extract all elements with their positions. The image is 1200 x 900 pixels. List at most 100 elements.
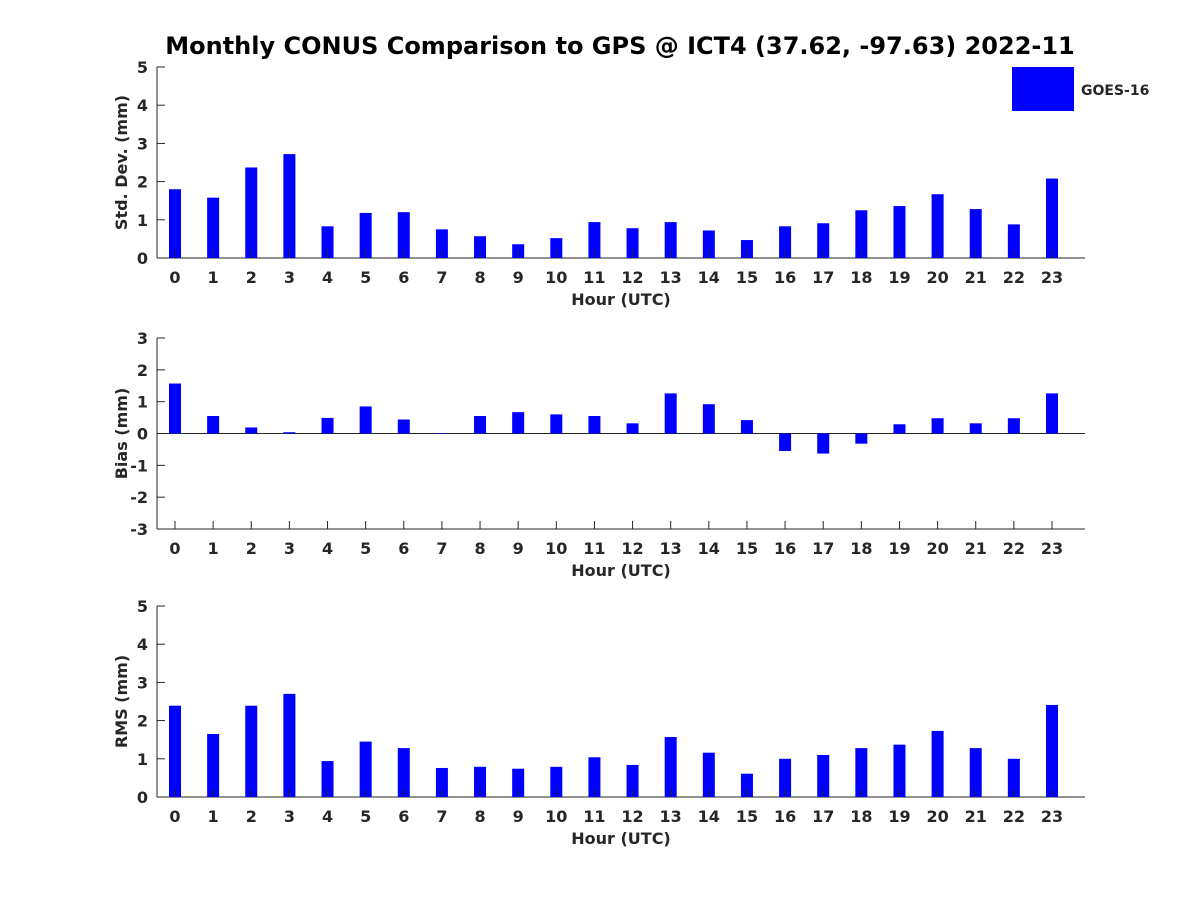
y-tick-label: 1 xyxy=(137,393,148,412)
bar-hour-23 xyxy=(1045,704,1058,797)
x-tick-label: 7 xyxy=(436,539,447,558)
x-tick-label: 3 xyxy=(284,268,295,287)
x-tick-label: 20 xyxy=(926,539,948,558)
x-tick-label: 22 xyxy=(1003,807,1025,826)
bar-hour-2 xyxy=(245,167,258,258)
y-tick-label: 1 xyxy=(137,211,148,230)
bar-hour-18 xyxy=(855,748,868,797)
bar-hour-5 xyxy=(359,212,372,258)
bar-hour-20 xyxy=(931,418,944,434)
x-tick-label: 11 xyxy=(583,539,605,558)
x-tick-label: 1 xyxy=(208,807,219,826)
bar-hour-8 xyxy=(474,236,487,258)
x-tick-label: 0 xyxy=(169,268,180,287)
bar-hour-21 xyxy=(969,209,982,258)
x-tick-label: 6 xyxy=(398,807,409,826)
x-tick-label: 12 xyxy=(621,807,643,826)
figure-title: Monthly CONUS Comparison to GPS @ ICT4 (… xyxy=(165,32,1075,60)
x-tick-label: 14 xyxy=(698,539,720,558)
bar-hour-3 xyxy=(283,432,296,434)
y-tick-label: 0 xyxy=(137,425,148,444)
x-tick-label: 18 xyxy=(850,268,872,287)
x-tick-label: 16 xyxy=(774,807,796,826)
bar-hour-5 xyxy=(359,406,372,434)
bar-hour-21 xyxy=(969,423,982,434)
bar-hour-4 xyxy=(321,226,334,258)
bar-hour-15 xyxy=(740,420,753,434)
bar-hour-19 xyxy=(893,744,906,797)
x-tick-label: 8 xyxy=(474,268,485,287)
bar-hour-0 xyxy=(169,189,181,258)
bar-hour-6 xyxy=(397,748,410,797)
x-tick-label: 2 xyxy=(246,539,257,558)
bar-hour-16 xyxy=(779,433,792,452)
y-tick-label: 5 xyxy=(137,597,148,616)
bar-hour-22 xyxy=(1007,758,1020,797)
y-tick-label: 0 xyxy=(137,249,148,268)
x-tick-label: 8 xyxy=(474,539,485,558)
bar-hour-11 xyxy=(588,757,601,797)
bar-hour-14 xyxy=(702,752,715,797)
x-tick-label: 18 xyxy=(850,539,872,558)
bar-hour-19 xyxy=(893,424,906,434)
y-tick-label: 1 xyxy=(137,750,148,769)
bar-hour-9 xyxy=(512,412,525,434)
x-tick-label: 21 xyxy=(965,539,987,558)
x-tick-label: 4 xyxy=(322,268,333,287)
x-axis-label: Hour (UTC) xyxy=(571,561,671,580)
x-tick-label: 3 xyxy=(284,807,295,826)
bar-hour-16 xyxy=(779,758,792,797)
bar-hour-12 xyxy=(626,228,639,258)
x-tick-label: 1 xyxy=(208,539,219,558)
bar-hour-6 xyxy=(397,212,410,258)
bar-hour-6 xyxy=(397,419,410,434)
bar-hour-2 xyxy=(245,427,258,434)
x-tick-label: 16 xyxy=(774,539,796,558)
x-tick-label: 13 xyxy=(660,268,682,287)
x-tick-label: 3 xyxy=(284,539,295,558)
x-tick-label: 15 xyxy=(736,807,758,826)
bar-hour-18 xyxy=(855,210,868,258)
x-tick-label: 9 xyxy=(513,539,524,558)
y-tick-label: 3 xyxy=(137,673,148,692)
bar-hour-11 xyxy=(588,222,601,258)
bar-hour-13 xyxy=(664,222,677,258)
legend: GOES-16 xyxy=(1012,67,1149,111)
y-tick-label: -1 xyxy=(130,456,148,475)
bar-hour-1 xyxy=(207,733,220,797)
x-tick-label: 6 xyxy=(398,539,409,558)
y-tick-label: 3 xyxy=(137,329,148,348)
bar-hour-20 xyxy=(931,194,944,258)
y-tick-label: 4 xyxy=(137,96,148,115)
bar-hour-1 xyxy=(207,415,220,434)
x-tick-label: 22 xyxy=(1003,268,1025,287)
x-tick-label: 16 xyxy=(774,268,796,287)
bar-hour-7 xyxy=(435,433,448,434)
bar-hour-17 xyxy=(817,433,830,454)
bar-hour-10 xyxy=(550,414,563,434)
x-tick-label: 8 xyxy=(474,807,485,826)
y-tick-label: 3 xyxy=(137,134,148,153)
x-tick-label: 11 xyxy=(583,807,605,826)
bar-hour-14 xyxy=(702,404,715,434)
bar-hour-8 xyxy=(474,415,487,434)
x-tick-label: 2 xyxy=(246,268,257,287)
bar-hour-23 xyxy=(1045,178,1058,258)
bar-hour-21 xyxy=(969,748,982,797)
bar-hour-3 xyxy=(283,693,296,797)
bar-hour-17 xyxy=(817,223,830,258)
bar-hour-17 xyxy=(817,754,830,797)
bar-hour-14 xyxy=(702,230,715,258)
x-tick-label: 15 xyxy=(736,539,758,558)
x-tick-label: 20 xyxy=(926,268,948,287)
x-tick-label: 21 xyxy=(965,807,987,826)
legend-label: GOES-16 xyxy=(1081,83,1149,99)
x-tick-label: 7 xyxy=(436,268,447,287)
bar-hour-15 xyxy=(740,240,753,258)
x-tick-label: 19 xyxy=(888,268,910,287)
x-tick-label: 10 xyxy=(545,539,567,558)
